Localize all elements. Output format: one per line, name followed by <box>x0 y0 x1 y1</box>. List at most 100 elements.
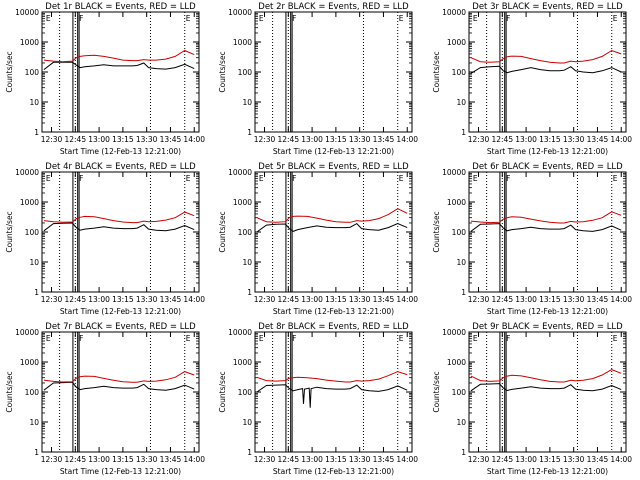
detector-panel-9: Det 9r BLACK = Events, RED = LLD Counts/s… <box>432 322 632 476</box>
x-tick-label: 13:30 <box>349 295 371 304</box>
y-tick-label: 100 <box>25 228 40 237</box>
x-tick-label: 14:00 <box>610 135 632 144</box>
series-line-lld <box>470 369 622 383</box>
x-tick-label: 14:00 <box>396 295 418 304</box>
y-tick-label: 1000 <box>447 358 466 367</box>
flag-label: E <box>259 334 264 343</box>
x-tick-label: 13:00 <box>515 455 537 464</box>
flag-label: E <box>399 334 404 343</box>
x-tick-label: 12:30 <box>254 455 276 464</box>
x-axis-label: Start Time (12-Feb-13 12:21:00) <box>273 307 394 316</box>
series-line-events <box>43 222 195 232</box>
y-tick-label: 1 <box>34 448 39 457</box>
x-tick-label: 13:00 <box>88 455 110 464</box>
x-tick-label: 13:00 <box>301 295 323 304</box>
x-tick-label: 13:30 <box>563 135 585 144</box>
x-tick-label: 13:00 <box>88 295 110 304</box>
x-tick-label: 13:15 <box>539 455 561 464</box>
x-tick-label: 13:45 <box>373 455 395 464</box>
flag-label: F <box>292 174 296 183</box>
x-tick-label: 13:30 <box>563 295 585 304</box>
x-axis-label: Start Time (12-Feb-13 12:21:00) <box>487 147 608 156</box>
x-tick-label: 14:00 <box>183 295 205 304</box>
series-line-events <box>43 61 195 70</box>
y-tick-label: 10 <box>242 258 252 267</box>
detector-panel-4: Det 4r BLACK = Events, RED = LLD Counts/s… <box>5 162 205 316</box>
x-tick-label: 13:45 <box>160 135 182 144</box>
y-tick-label: 1 <box>461 128 466 137</box>
y-tick-label: 1000 <box>20 198 39 207</box>
x-axis-label: Start Time (12-Feb-13 12:21:00) <box>273 147 394 156</box>
plot-frame <box>468 171 627 293</box>
y-tick-label: 10 <box>456 418 466 427</box>
plot-frame <box>41 11 200 133</box>
y-tick-label: 100 <box>25 388 40 397</box>
x-tick-label: 13:15 <box>539 135 561 144</box>
y-tick-label: 10 <box>242 418 252 427</box>
detector-panel-3: Det 3r BLACK = Events, RED = LLD Counts/s… <box>432 2 632 156</box>
series-line-events <box>470 383 622 392</box>
flag-label: E <box>613 334 618 343</box>
x-tick-label: 13:30 <box>349 455 371 464</box>
y-tick-label: 10 <box>29 98 39 107</box>
plot-frame <box>468 11 627 133</box>
panel-title: Det 8r BLACK = Events, RED = LLD <box>258 322 409 332</box>
x-tick-label: 13:15 <box>325 455 347 464</box>
x-tick-label: 13:30 <box>349 135 371 144</box>
flag-label: E <box>46 174 51 183</box>
detector-panel-5: Det 5r BLACK = Events, RED = LLD Counts/s… <box>218 162 418 316</box>
series-line-lld <box>43 49 195 63</box>
plot-frame <box>254 331 413 453</box>
x-axis-label: Start Time (12-Feb-13 12:21:00) <box>60 467 181 476</box>
flag-label: E <box>399 174 404 183</box>
x-axis-label: Start Time (12-Feb-13 12:21:00) <box>60 307 181 316</box>
x-tick-label: 13:00 <box>88 135 110 144</box>
y-tick-label: 1 <box>247 128 252 137</box>
x-tick-label: 12:45 <box>491 455 513 464</box>
plot-frame <box>41 171 200 293</box>
flag-label: E <box>186 14 191 23</box>
x-axis-label: Start Time (12-Feb-13 12:21:00) <box>60 147 181 156</box>
series-line-events <box>256 384 408 408</box>
y-axis-label: Counts/sec <box>5 371 14 412</box>
y-tick-label: 1 <box>247 288 252 297</box>
y-tick-label: 10 <box>456 258 466 267</box>
x-axis-label: Start Time (12-Feb-13 12:21:00) <box>487 467 608 476</box>
x-tick-label: 13:00 <box>301 455 323 464</box>
flag-label: F <box>506 334 510 343</box>
detector-panel-8: Det 8r BLACK = Events, RED = LLD Counts/s… <box>218 322 418 476</box>
x-tick-label: 13:15 <box>325 295 347 304</box>
x-tick-label: 14:00 <box>183 135 205 144</box>
y-axis-label: Counts/sec <box>5 211 14 252</box>
y-tick-label: 10000 <box>228 328 252 337</box>
y-tick-label: 100 <box>238 228 253 237</box>
y-axis-label: Counts/sec <box>432 211 441 252</box>
detector-panel-6: Det 6r BLACK = Events, RED = LLD Counts/s… <box>432 162 632 316</box>
series-line-events <box>256 222 408 233</box>
panel-title: Det 2r BLACK = Events, RED = LLD <box>258 2 409 12</box>
y-tick-label: 10 <box>456 98 466 107</box>
flag-label: E <box>473 14 478 23</box>
flag-label: E <box>613 14 618 23</box>
flag-label: F <box>79 174 83 183</box>
panel-title: Det 9r BLACK = Events, RED = LLD <box>472 322 623 332</box>
x-tick-label: 14:00 <box>396 135 418 144</box>
panel-title: Det 3r BLACK = Events, RED = LLD <box>472 2 623 12</box>
flag-label: E <box>186 334 191 343</box>
x-tick-label: 12:45 <box>491 135 513 144</box>
y-tick-label: 100 <box>452 228 467 237</box>
flag-label: F <box>292 14 296 23</box>
x-tick-label: 12:45 <box>64 455 86 464</box>
y-tick-label: 1000 <box>447 38 466 47</box>
series-line-events <box>470 65 622 74</box>
series-line-lld <box>256 208 408 223</box>
x-axis-label: Start Time (12-Feb-13 12:21:00) <box>487 307 608 316</box>
x-tick-label: 13:00 <box>515 135 537 144</box>
y-tick-label: 1000 <box>233 198 252 207</box>
y-tick-label: 1000 <box>20 38 39 47</box>
y-tick-label: 10 <box>29 418 39 427</box>
flag-label: E <box>473 334 478 343</box>
series-line-lld <box>43 371 195 383</box>
flag-label: E <box>46 14 51 23</box>
y-tick-label: 10000 <box>15 8 39 17</box>
